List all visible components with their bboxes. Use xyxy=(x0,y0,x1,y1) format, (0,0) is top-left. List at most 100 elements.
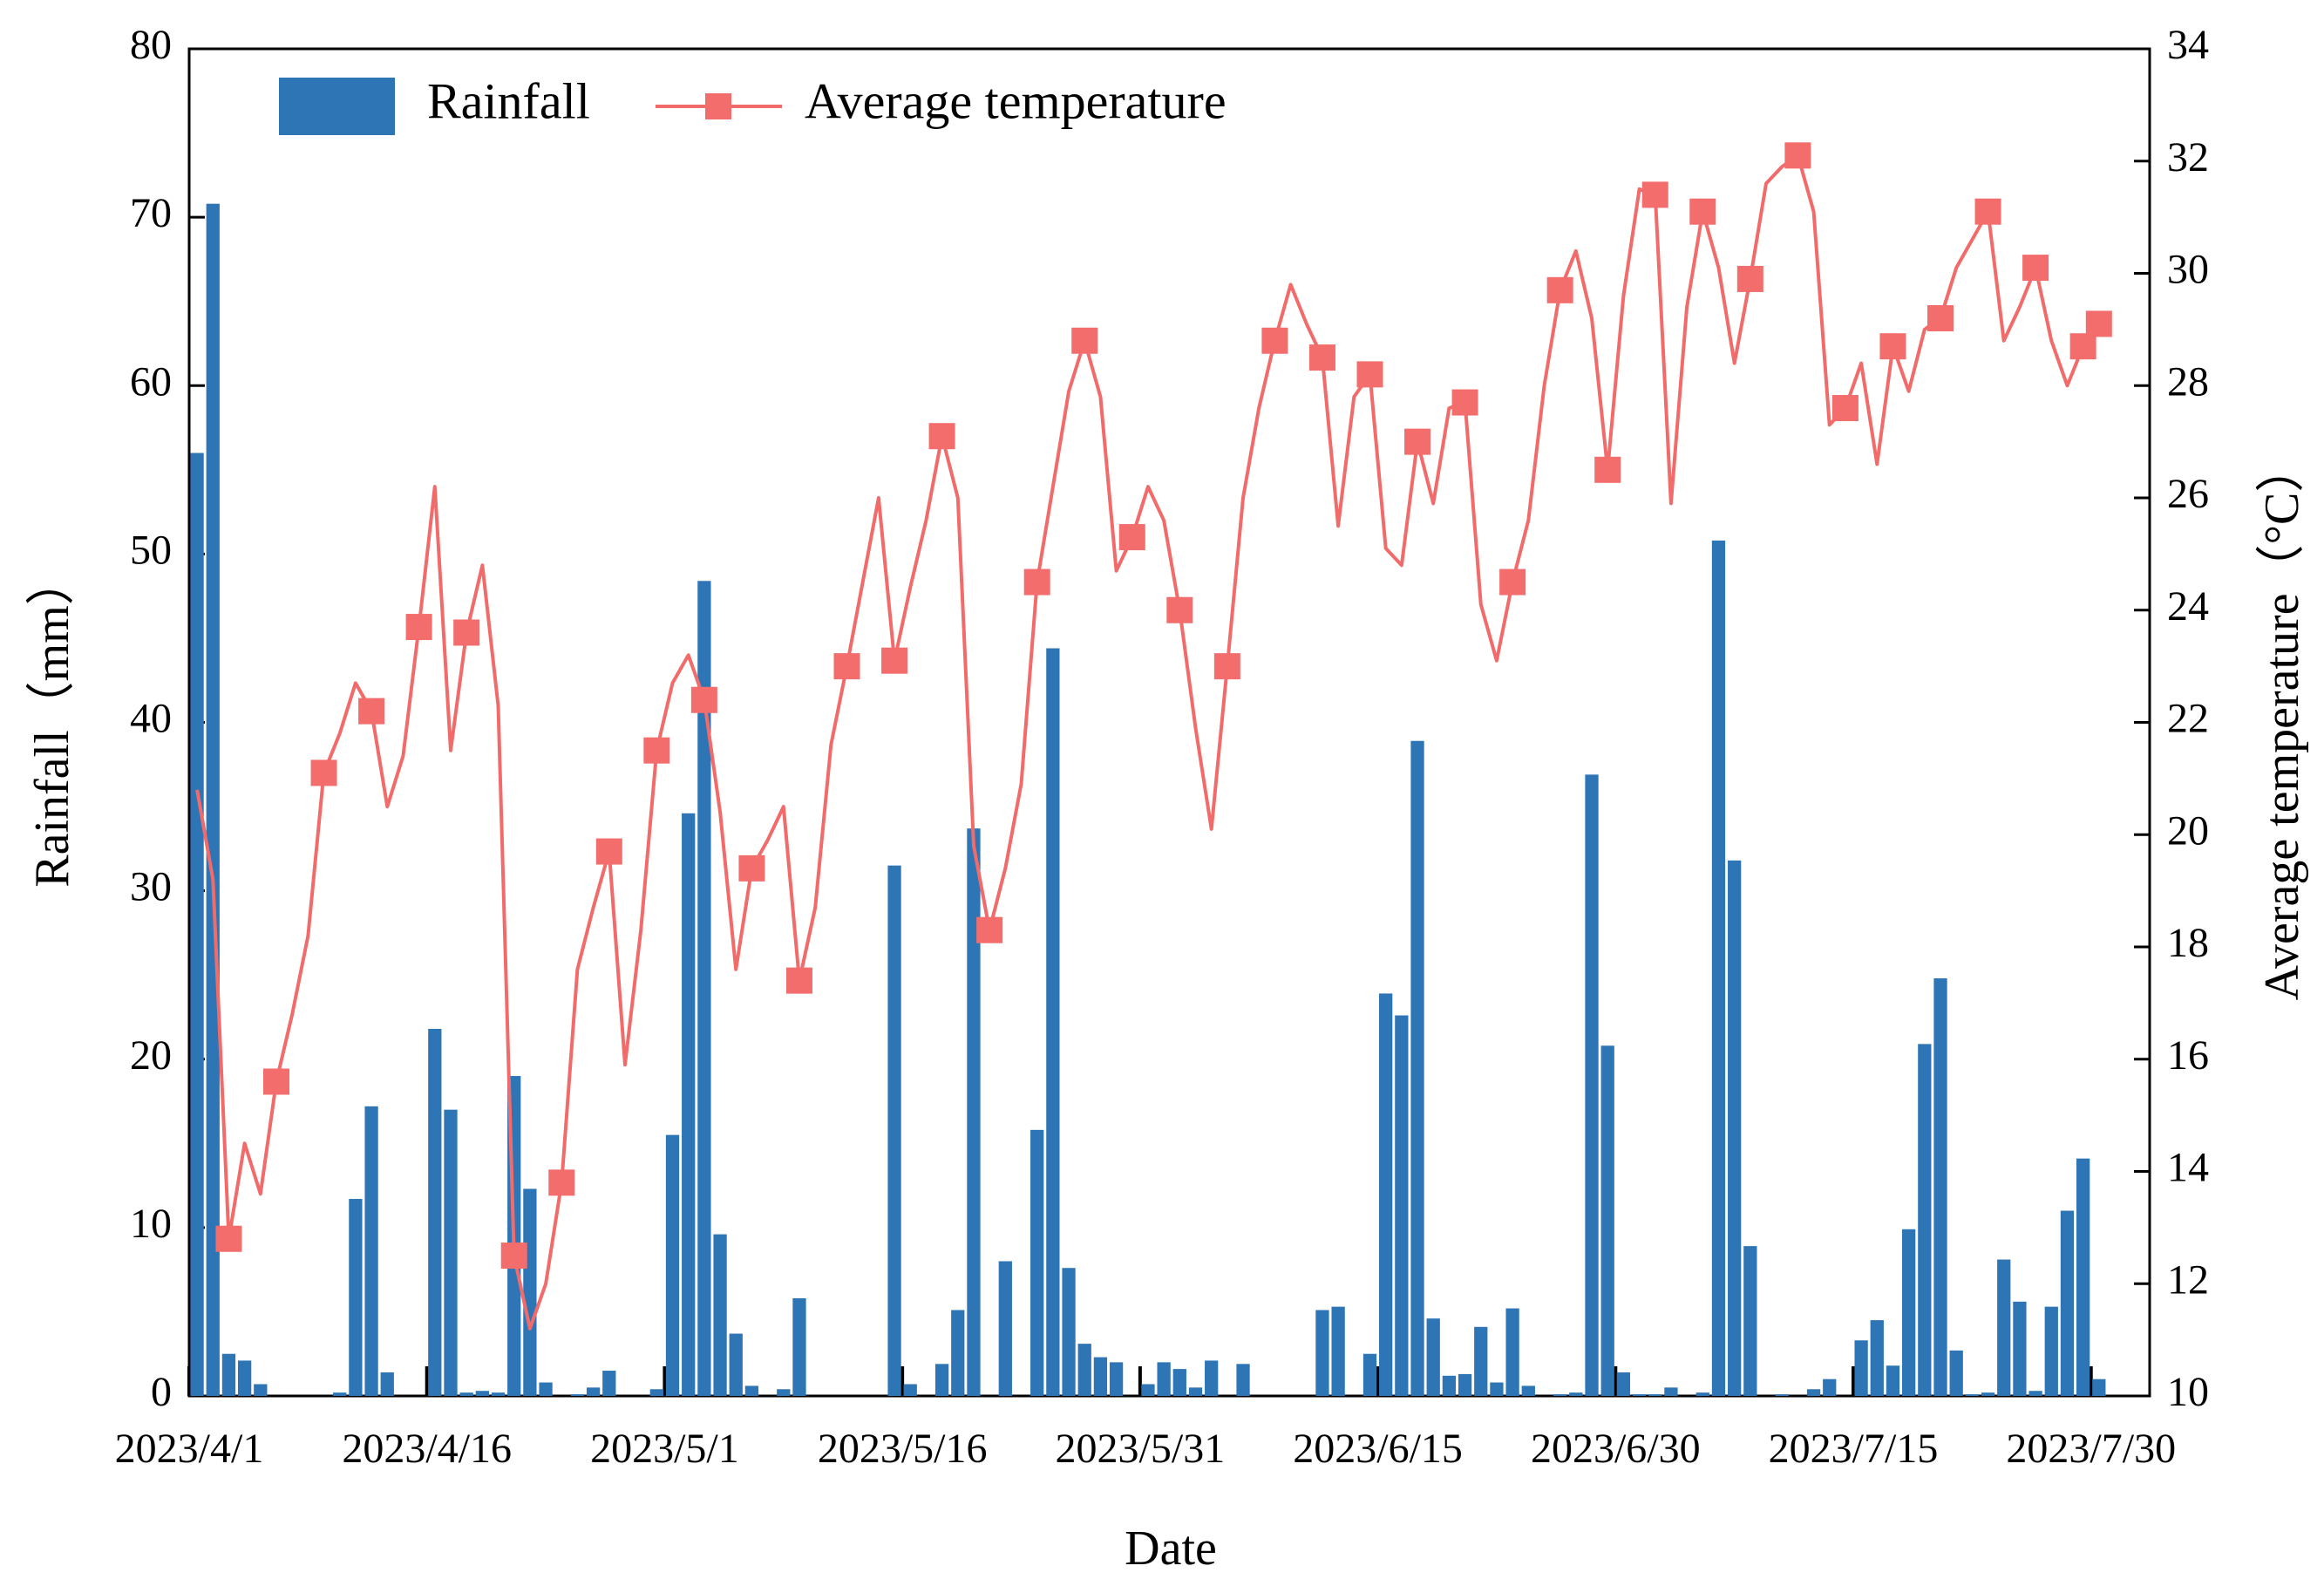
bar xyxy=(237,1360,252,1396)
marker xyxy=(1499,568,1526,596)
y-tick-label: 0 xyxy=(151,1369,172,1415)
bar xyxy=(1442,1375,1457,1396)
y2-tick-label: 24 xyxy=(2167,583,2209,630)
marker xyxy=(1356,361,1383,388)
y2-tick-label: 26 xyxy=(2167,471,2209,517)
bar xyxy=(539,1382,553,1396)
y2-tick-label: 14 xyxy=(2167,1145,2209,1191)
bar xyxy=(1379,993,1393,1396)
bar xyxy=(1521,1385,1535,1396)
x-tick-label: 2023/7/15 xyxy=(1769,1426,1939,1472)
marker xyxy=(1308,344,1335,371)
legend-swatch xyxy=(279,78,395,135)
bar xyxy=(1933,978,1947,1396)
line xyxy=(195,153,2101,1331)
marker xyxy=(1261,327,1288,354)
bar xyxy=(1172,1369,1186,1396)
marker xyxy=(1927,305,1954,331)
bar xyxy=(1806,1389,1821,1396)
marker xyxy=(1879,333,1906,360)
bar xyxy=(349,1199,363,1396)
bar xyxy=(998,1261,1012,1396)
marker xyxy=(548,1169,575,1196)
bar xyxy=(934,1364,949,1396)
bar xyxy=(1315,1310,1329,1396)
bar xyxy=(1474,1326,1488,1396)
bar xyxy=(190,453,204,1396)
marker xyxy=(1213,653,1240,680)
y-tick-label: 70 xyxy=(130,190,172,236)
bar xyxy=(2044,1306,2058,1396)
y-tick-label: 80 xyxy=(130,22,172,68)
bar xyxy=(491,1392,506,1396)
marker xyxy=(928,423,955,450)
bar xyxy=(1331,1306,1345,1396)
bar xyxy=(2013,1301,2027,1396)
bar xyxy=(1109,1362,1124,1396)
bar xyxy=(221,1353,236,1396)
marker xyxy=(2022,255,2049,282)
marker xyxy=(1451,389,1478,416)
y-tick-label: 50 xyxy=(130,527,172,573)
marker xyxy=(453,619,480,646)
marker xyxy=(881,647,908,674)
bar xyxy=(1997,1259,2011,1396)
x-tick-label: 2023/4/16 xyxy=(342,1426,512,1472)
bar xyxy=(2060,1210,2075,1396)
marker xyxy=(1166,596,1193,623)
marker xyxy=(690,686,717,713)
bar xyxy=(1648,1394,1662,1396)
x-axis-title: Date xyxy=(1125,1522,1217,1576)
bar xyxy=(887,865,901,1396)
bar xyxy=(586,1387,601,1396)
marker xyxy=(833,653,860,680)
bar xyxy=(1157,1362,1171,1396)
bar xyxy=(1458,1373,1472,1396)
marker xyxy=(595,838,622,865)
bar xyxy=(1664,1387,1678,1396)
bar xyxy=(523,1188,537,1396)
bar xyxy=(1141,1384,1155,1396)
marker xyxy=(1784,142,1811,169)
bar xyxy=(602,1371,616,1396)
x-tick-label: 2023/6/30 xyxy=(1531,1426,1701,1472)
marker xyxy=(1736,265,1763,292)
bar xyxy=(713,1234,727,1396)
bar xyxy=(1981,1392,1995,1396)
bar xyxy=(1870,1320,1884,1396)
bar xyxy=(1854,1340,1868,1396)
bar xyxy=(1490,1382,1504,1396)
bar xyxy=(697,581,711,1396)
bar xyxy=(254,1384,268,1396)
bar xyxy=(1711,540,1726,1396)
bar xyxy=(744,1385,759,1396)
marker xyxy=(1546,276,1573,303)
bar xyxy=(777,1389,791,1396)
bar xyxy=(1062,1268,1076,1396)
marker xyxy=(1404,428,1431,455)
y2-tick-label: 20 xyxy=(2167,807,2209,854)
y2-tick-label: 30 xyxy=(2167,247,2209,293)
marker xyxy=(643,737,670,764)
bar xyxy=(951,1310,965,1396)
bar xyxy=(1949,1350,1963,1396)
bar xyxy=(1728,860,1742,1396)
bar xyxy=(1030,1129,1044,1396)
marker xyxy=(262,1068,289,1095)
marker xyxy=(1689,198,1716,225)
marker xyxy=(1641,181,1668,208)
bar xyxy=(1188,1387,1203,1396)
bar xyxy=(2076,1158,2090,1396)
y2-tick-label: 28 xyxy=(2167,358,2209,405)
marker xyxy=(976,916,1003,943)
bar xyxy=(1395,1015,1409,1396)
marker xyxy=(1594,456,1621,483)
bar xyxy=(792,1297,806,1396)
marker xyxy=(1118,524,1145,551)
bar xyxy=(1886,1365,1900,1396)
marker xyxy=(2085,310,2112,337)
bar xyxy=(1236,1364,1250,1396)
bar xyxy=(1410,740,1424,1396)
